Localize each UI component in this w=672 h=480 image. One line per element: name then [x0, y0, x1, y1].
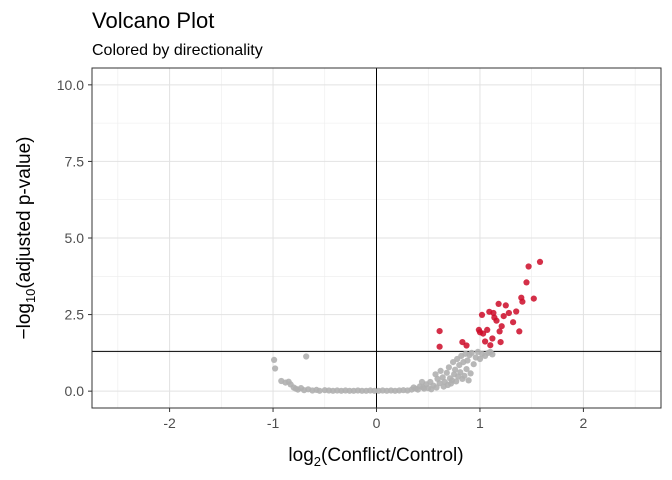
nonsignificant-point: [418, 378, 426, 386]
nonsignificant-point: [461, 372, 468, 379]
x-tick-label: 2: [580, 415, 588, 431]
x-tick-label: 1: [476, 415, 484, 431]
significant-point: [436, 343, 443, 350]
nonsignificant-point: [452, 366, 459, 373]
nonsignificant-point: [428, 386, 435, 393]
nonsignificant-point: [421, 385, 428, 392]
nonsignificant-point: [467, 370, 474, 377]
nonsignificant-point: [414, 386, 421, 393]
nonsignificant-point: [303, 353, 310, 360]
significant-point: [436, 328, 443, 335]
significant-point: [513, 308, 520, 315]
y-tick-label: 10.0: [57, 77, 84, 93]
significant-point: [496, 328, 503, 335]
chart-title: Volcano Plot: [92, 8, 214, 33]
significant-point: [480, 330, 487, 337]
nonsignificant-point: [436, 380, 443, 387]
significant-point: [525, 263, 532, 270]
x-tick-label: 0: [373, 415, 381, 431]
significant-point: [487, 342, 494, 349]
significant-point: [509, 319, 517, 326]
significant-point: [519, 298, 526, 305]
significant-point: [516, 328, 523, 335]
significant-point: [505, 309, 512, 317]
nonsignificant-point: [470, 361, 477, 368]
nonsignificant-point: [468, 349, 475, 356]
y-axis-title: −log10(adjusted p-value): [14, 136, 38, 339]
nonsignificant-point: [271, 356, 278, 363]
tick-layer: -2 -1 0 1 2 0.0 2.5 5.0 7.5 10.0: [57, 77, 588, 431]
significant-point: [489, 335, 496, 342]
nonsignificant-point: [437, 367, 444, 374]
y-tick-label: 7.5: [65, 153, 85, 169]
significant-point: [482, 338, 489, 345]
nonsignificant-point: [443, 369, 450, 376]
significant-point: [497, 339, 504, 346]
significant-point: [498, 323, 505, 330]
y-tick-label: 2.5: [65, 307, 85, 323]
y-tick-label: 0.0: [65, 383, 85, 399]
significant-point: [459, 339, 466, 346]
nonsignificant-point: [453, 378, 460, 385]
nonsignificant-point: [457, 369, 464, 376]
nonsignificant-point: [464, 357, 471, 364]
nonsignificant-point: [489, 351, 496, 358]
nonsignificant-point: [433, 384, 440, 391]
significant-point: [530, 295, 537, 302]
x-axis-title: log2(Conflict/Control): [288, 445, 463, 469]
significant-point: [523, 279, 530, 286]
significant-point: [495, 300, 502, 307]
significant-point: [484, 326, 491, 333]
nonsignificant-point: [272, 365, 279, 372]
points-layer: [271, 258, 544, 394]
nonsignificant-point: [316, 387, 323, 394]
x-tick-label: -1: [267, 415, 280, 431]
significant-point: [536, 258, 544, 265]
significant-point: [463, 342, 470, 349]
significant-point: [500, 313, 507, 320]
nonsignificant-point: [465, 377, 472, 384]
significant-point: [478, 311, 486, 318]
nonsignificant-point: [447, 380, 455, 387]
chart-subtitle: Colored by directionality: [92, 42, 263, 59]
nonsignificant-point: [445, 364, 452, 371]
nonsignificant-point: [476, 355, 484, 363]
nonsignificant-point: [463, 366, 470, 373]
significant-point: [502, 302, 509, 309]
reference-lines: [92, 68, 661, 408]
significant-point: [493, 317, 500, 324]
y-tick-label: 5.0: [65, 230, 85, 246]
x-tick-label: -2: [163, 415, 176, 431]
